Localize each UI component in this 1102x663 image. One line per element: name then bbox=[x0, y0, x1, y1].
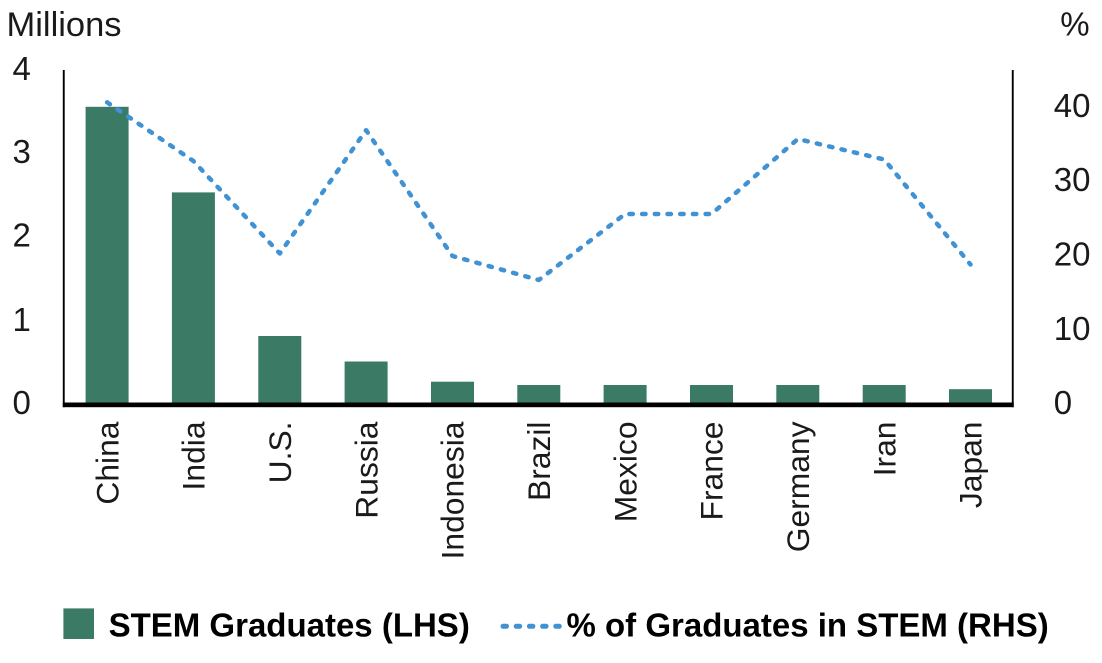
svg-text:Mexico: Mexico bbox=[607, 422, 643, 523]
svg-text:40: 40 bbox=[1054, 87, 1091, 124]
svg-text:India: India bbox=[176, 421, 212, 490]
svg-text:20: 20 bbox=[1054, 236, 1091, 273]
svg-text:Brazil: Brazil bbox=[521, 422, 557, 502]
svg-text:China: China bbox=[89, 421, 125, 504]
svg-text:10: 10 bbox=[1054, 310, 1091, 347]
svg-text:%: % bbox=[1060, 5, 1089, 42]
svg-text:1: 1 bbox=[12, 301, 30, 338]
svg-text:Millions: Millions bbox=[7, 6, 122, 44]
svg-text:Indonesia: Indonesia bbox=[435, 421, 471, 559]
svg-text:% of Graduates in STEM (RHS): % of Graduates in STEM (RHS) bbox=[567, 606, 1049, 643]
svg-text:U.S.: U.S. bbox=[262, 422, 298, 484]
svg-text:Iran: Iran bbox=[866, 422, 902, 477]
svg-text:3: 3 bbox=[12, 133, 30, 170]
svg-text:France: France bbox=[694, 422, 730, 521]
svg-text:Japan: Japan bbox=[953, 422, 989, 509]
svg-text:Germany: Germany bbox=[780, 421, 816, 552]
svg-text:Russia: Russia bbox=[348, 421, 384, 519]
svg-text:0: 0 bbox=[1054, 384, 1072, 421]
svg-text:30: 30 bbox=[1054, 161, 1091, 198]
svg-text:STEM Graduates (LHS): STEM Graduates (LHS) bbox=[109, 606, 470, 643]
svg-text:4: 4 bbox=[12, 50, 30, 87]
svg-text:2: 2 bbox=[12, 217, 30, 254]
svg-text:0: 0 bbox=[12, 384, 30, 421]
